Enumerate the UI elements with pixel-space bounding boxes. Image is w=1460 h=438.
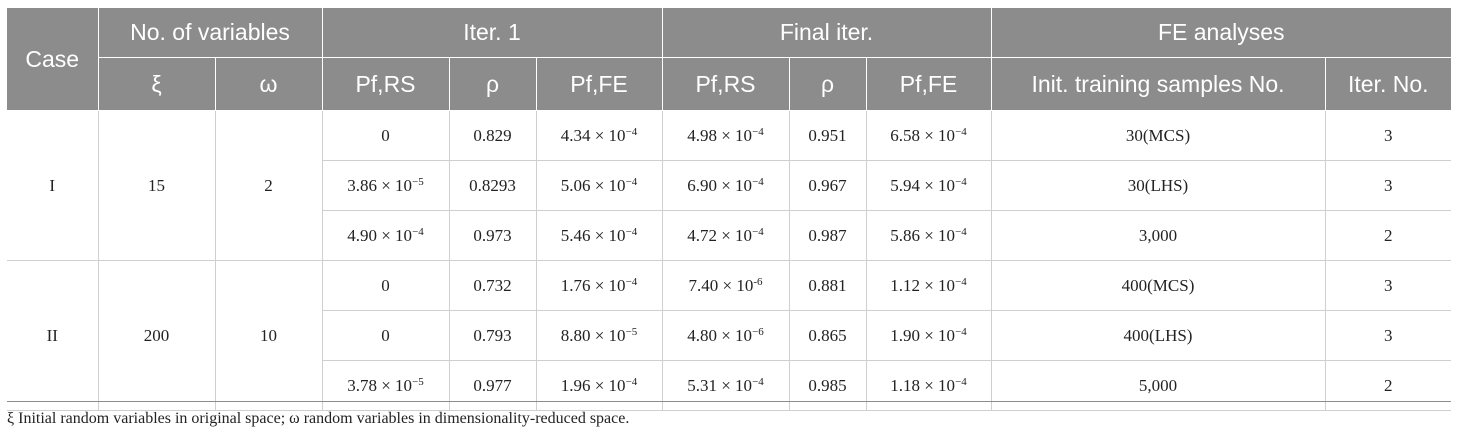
pf-rs-final-cell: 4.80 × 10−6 xyxy=(662,310,790,361)
pf-rs-iter1-cell: 4.90 × 10−4 xyxy=(322,210,450,261)
pf-fe-final-cell: 1.12 × 10−4 xyxy=(866,260,992,311)
subheader-pf-rs-final: Pf,RS xyxy=(662,57,790,111)
pf-rs-iter1-cell: 0 xyxy=(322,310,450,361)
results-table: Case No. of variables Iter. 1 Final iter… xyxy=(7,8,1452,411)
omega-cell: 10 xyxy=(215,260,323,411)
rho-final-cell: 0.951 xyxy=(789,110,867,161)
rho-iter1-cell: 0.8293 xyxy=(449,160,537,211)
rho-iter1-cell: 0.977 xyxy=(449,360,537,411)
header-iter-1: Iter. 1 xyxy=(322,8,663,58)
rho-iter1-cell: 0.793 xyxy=(449,310,537,361)
pf-fe-iter1-cell: 1.76 × 10−4 xyxy=(536,260,663,311)
subheader-init-training-samples: Init. training samples No. xyxy=(991,57,1326,111)
pf-rs-iter1-cell: 0 xyxy=(322,260,450,311)
pf-rs-final-cell: 4.72 × 10−4 xyxy=(662,210,790,261)
iter-no-cell: 2 xyxy=(1325,360,1452,411)
samples-cell: 3,000 xyxy=(991,210,1326,261)
xi-cell: 200 xyxy=(98,260,216,411)
subheader-rho-final: ρ xyxy=(789,57,867,111)
samples-cell: 400(MCS) xyxy=(991,260,1326,311)
iter-no-cell: 3 xyxy=(1325,310,1452,361)
rho-final-cell: 0.865 xyxy=(789,310,867,361)
table-row: 3.86 × 10−5 0.8293 5.06 × 10−4 6.90 × 10… xyxy=(7,160,1452,211)
pf-rs-final-cell: 7.40 × 10-6 xyxy=(662,260,790,311)
pf-fe-iter1-cell: 5.46 × 10−4 xyxy=(536,210,663,261)
pf-fe-final-cell: 1.18 × 10−4 xyxy=(866,360,992,411)
pf-rs-iter1-cell: 0 xyxy=(322,110,450,161)
pf-fe-final-cell: 6.58 × 10−4 xyxy=(866,110,992,161)
xi-cell: 15 xyxy=(98,110,216,261)
rho-iter1-cell: 0.732 xyxy=(449,260,537,311)
samples-cell: 400(LHS) xyxy=(991,310,1326,361)
rho-final-cell: 0.985 xyxy=(789,360,867,411)
table-footnote: ξ Initial random variables in original s… xyxy=(7,410,630,427)
subheader-omega: ω xyxy=(215,57,323,111)
iter-no-cell: 3 xyxy=(1325,160,1452,211)
rho-final-cell: 0.881 xyxy=(789,260,867,311)
samples-cell: 30(MCS) xyxy=(991,110,1326,161)
samples-cell: 5,000 xyxy=(991,360,1326,411)
pf-fe-final-cell: 5.94 × 10−4 xyxy=(866,160,992,211)
rho-iter1-cell: 0.973 xyxy=(449,210,537,261)
samples-cell: 30(LHS) xyxy=(991,160,1326,211)
table-row: II 200 10 0 0.732 1.76 × 10−4 7.40 × 10-… xyxy=(7,260,1452,411)
subheader-pf-fe-final: Pf,FE xyxy=(866,57,992,111)
rho-final-cell: 0.987 xyxy=(789,210,867,261)
omega-cell: 2 xyxy=(215,110,323,261)
pf-rs-final-cell: 5.31 × 10−4 xyxy=(662,360,790,411)
iter-no-cell: 3 xyxy=(1325,260,1452,311)
table-row: I 15 2 0 0.829 4.34 × 10−4 4.98 × 10−4 0… xyxy=(7,110,1452,261)
header-fe-analyses: FE analyses xyxy=(991,8,1452,58)
header-case: Case xyxy=(7,8,99,111)
case-cell: II xyxy=(7,260,99,411)
pf-rs-iter1-cell: 3.86 × 10−5 xyxy=(322,160,450,211)
pf-fe-iter1-cell: 5.06 × 10−4 xyxy=(536,160,663,211)
table-row: 0 0.793 8.80 × 10−5 4.80 × 10−6 0.865 1.… xyxy=(7,310,1452,361)
rho-final-cell: 0.967 xyxy=(789,160,867,211)
table-bottom-rule xyxy=(7,401,1451,402)
pf-rs-iter1-cell: 3.78 × 10−5 xyxy=(322,360,450,411)
pf-rs-final-cell: 6.90 × 10−4 xyxy=(662,160,790,211)
subheader-pf-fe-iter1: Pf,FE xyxy=(536,57,663,111)
subheader-pf-rs-iter1: Pf,RS xyxy=(322,57,450,111)
header-num-variables: No. of variables xyxy=(98,8,323,58)
table-row: 4.90 × 10−4 0.973 5.46 × 10−4 4.72 × 10−… xyxy=(7,210,1452,261)
table-body: I 15 2 0 0.829 4.34 × 10−4 4.98 × 10−4 0… xyxy=(7,110,1452,411)
table-row: 3.78 × 10−5 0.977 1.96 × 10−4 5.31 × 10−… xyxy=(7,360,1452,411)
iter-no-cell: 2 xyxy=(1325,210,1452,261)
pf-fe-iter1-cell: 1.96 × 10−4 xyxy=(536,360,663,411)
case-cell: I xyxy=(7,110,99,261)
rho-iter1-cell: 0.829 xyxy=(449,110,537,161)
subheader-rho-iter1: ρ xyxy=(449,57,537,111)
pf-fe-final-cell: 5.86 × 10−4 xyxy=(866,210,992,261)
pf-fe-final-cell: 1.90 × 10−4 xyxy=(866,310,992,361)
pf-fe-iter1-cell: 8.80 × 10−5 xyxy=(536,310,663,361)
subheader-xi: ξ xyxy=(98,57,216,111)
header-final-iter: Final iter. xyxy=(662,8,992,58)
subheader-iter-no: Iter. No. xyxy=(1325,57,1452,111)
iter-no-cell: 3 xyxy=(1325,110,1452,161)
pf-rs-final-cell: 4.98 × 10−4 xyxy=(662,110,790,161)
pf-fe-iter1-cell: 4.34 × 10−4 xyxy=(536,110,663,161)
